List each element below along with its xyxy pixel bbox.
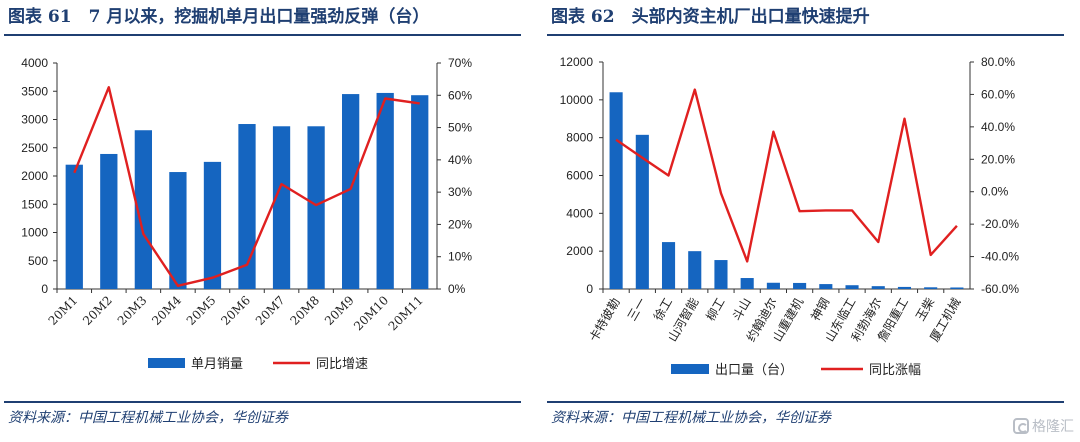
bar (169, 172, 187, 289)
bar (609, 92, 623, 289)
title-rule-left (4, 34, 521, 36)
bar (411, 95, 429, 289)
bar (924, 287, 938, 289)
y-tick-label-right: 40% (448, 153, 472, 167)
x-tick-label: 三一 (625, 296, 649, 324)
y-tick-label-right: 60% (448, 88, 472, 102)
legend-label-bar: 单月销量 (191, 357, 243, 372)
y-tick-label-left: 4000 (566, 206, 593, 220)
y-tick-label-left: 2500 (21, 141, 48, 155)
bar (819, 284, 833, 289)
x-tick-label: 20M7 (253, 293, 288, 328)
y-tick-label-left: 1000 (21, 226, 48, 240)
watermark-text: 格隆汇 (1032, 419, 1074, 435)
legend-swatch-bar (148, 358, 185, 368)
x-tick-label: 徐工 (650, 295, 675, 323)
bar (688, 251, 702, 289)
x-tick-label: 柳工 (703, 296, 727, 324)
watermark-logo-icon (1013, 418, 1029, 434)
chart-title-right: 图表 62 头部内资主机厂出口量快速提升 (551, 7, 870, 27)
x-tick-label: 20M8 (287, 293, 322, 328)
bar (100, 153, 118, 289)
bar (871, 286, 885, 289)
y-tick-label-left: 6000 (566, 169, 593, 183)
y-tick-label-right: 70% (448, 56, 472, 70)
y-tick-label-right: 50% (448, 121, 472, 135)
bar (134, 130, 152, 289)
bar (203, 161, 222, 289)
x-tick-label: 20M1 (46, 293, 81, 328)
y-tick-label-left: 2000 (21, 169, 48, 183)
x-tick-label: 20M4 (149, 293, 184, 328)
x-tick-label: 玉柴 (913, 296, 937, 324)
chart-export-by-maker: 0 2000 4000 6000 8000 10000 12000 -60.0% -40.0% -… (560, 55, 1020, 378)
y-tick-label-left: 3500 (21, 84, 48, 98)
y-tick-label-right: 20% (448, 217, 472, 231)
y-tick-label-right: -40.0% (981, 250, 1019, 264)
x-tick-label: 20M11 (386, 293, 426, 333)
y-tick-label-right: 0.0% (981, 185, 1009, 199)
bar (342, 94, 360, 289)
x-tick-label: 20M10 (351, 293, 391, 333)
bar (714, 260, 728, 289)
x-tick-label: 斗山 (730, 296, 754, 324)
y-tick-label-left: 1500 (21, 197, 48, 211)
bar (635, 134, 649, 289)
legend-label-bar: 出口量（台） (715, 363, 793, 378)
y-tick-label-left: 2000 (566, 244, 593, 258)
source-rule-left (4, 401, 521, 403)
bar (307, 126, 325, 289)
watermark: 格隆汇 (1013, 416, 1074, 436)
y-tick-label-left: 500 (28, 254, 48, 268)
y-tick-label-left: 3000 (21, 113, 48, 127)
x-tick-label: 20M5 (184, 293, 219, 328)
x-tick-label: 神钢 (808, 296, 832, 324)
y-tick-label-right: 10% (448, 250, 472, 264)
x-tick-label: 20M6 (218, 293, 253, 328)
y-tick-label-left: 4000 (21, 56, 48, 70)
y-tick-label-right: -20.0% (981, 217, 1019, 231)
y-tick-label-right: 20.0% (981, 152, 1015, 166)
bar (845, 285, 859, 289)
y-tick-label-right: 0% (448, 282, 466, 296)
x-tick-label: 卡特彼勒 (586, 295, 623, 344)
y-tick-label-right: -60.0% (981, 282, 1019, 296)
bar (950, 287, 964, 289)
chart-export-monthly: 0 500 1000 1500 2000 2500 3000 3500 4000 0% 10% 20%… (21, 56, 472, 372)
y-tick-label-right: 40.0% (981, 120, 1015, 134)
chart-title-left: 图表 61 7 月以来，挖掘机单月出口量强劲反弹（台） (8, 7, 430, 27)
bar (65, 164, 83, 289)
y-tick-label-right: 30% (448, 185, 472, 199)
bar (661, 242, 676, 289)
y-tick-label-left: 10000 (560, 93, 594, 107)
source-note-right: 资料来源：中国工程机械工业协会，华创证券 (551, 410, 831, 426)
chart-panel-left: 图表 61 7 月以来，挖掘机单月出口量强劲反弹（台） 0 500 1000 1500… (0, 0, 525, 442)
bar (793, 282, 807, 289)
bar (376, 92, 394, 289)
source-note-left: 资料来源：中国工程机械工业协会，华创证券 (8, 410, 288, 426)
series-line (615, 88, 958, 263)
y-tick-label-left: 12000 (560, 55, 594, 69)
bar (897, 286, 912, 289)
bar (766, 282, 780, 289)
bar (238, 124, 256, 290)
y-tick-label-left: 0 (586, 282, 593, 296)
legend-label-line: 同比涨幅 (869, 363, 921, 378)
x-tick-label: 20M2 (80, 293, 115, 328)
y-tick-label-left: 0 (41, 282, 48, 296)
series-line (73, 86, 420, 288)
x-tick-label: 20M3 (115, 293, 150, 328)
y-tick-label-right: 60.0% (981, 87, 1015, 101)
y-tick-label-left: 8000 (566, 131, 593, 145)
legend-swatch-bar (671, 364, 709, 374)
legend-label-line: 同比增速 (316, 357, 368, 372)
chart-panel-right: 图表 62 头部内资主机厂出口量快速提升 0 2000 4000 6000 8000 10… (543, 0, 1068, 442)
bar (740, 278, 754, 289)
title-rule-right (547, 34, 1064, 36)
source-rule-right (547, 401, 1064, 403)
y-tick-label-right: 80.0% (981, 55, 1015, 69)
bar (272, 126, 291, 289)
